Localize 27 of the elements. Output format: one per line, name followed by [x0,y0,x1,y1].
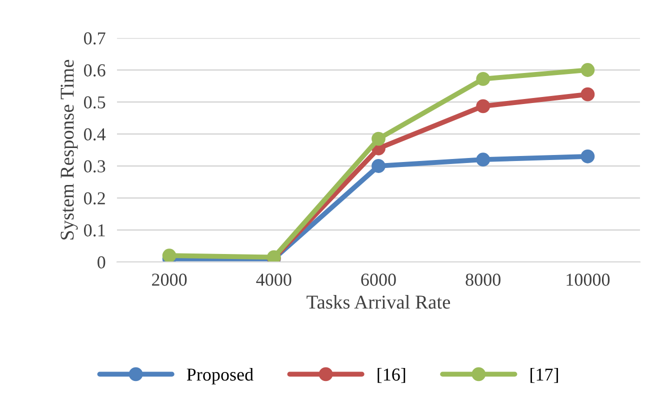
point [372,132,386,146]
point [476,72,490,86]
y-tick-label: 0 [98,256,106,268]
legend-label: [17] [530,368,558,383]
x-tick-label: 4000 [256,274,292,286]
point [580,63,595,77]
x-tick-label: 8000 [466,274,500,286]
legend-label: [16] [378,368,406,383]
y-tick-label: 0.2 [84,192,105,205]
y-tick-label: 0.1 [84,224,105,237]
point [580,149,595,164]
x-tick-label: 2000 [152,274,187,286]
y-tick-label: 0.6 [84,64,106,77]
y-axis-title: System Response Time [60,60,78,240]
y-tick-label: 0.4 [84,128,106,141]
point [476,152,490,167]
y-tick-label: 0.3 [84,160,106,173]
point [162,248,176,262]
legend-label: Proposed [186,368,254,384]
point [580,87,595,102]
point [476,99,490,114]
x-axis-title: Tasks Arrival Rate [306,295,450,309]
point [372,159,386,173]
x-tick-label: 6000 [361,274,396,286]
y-tick-label: 0.5 [84,96,106,109]
y-tick-label: 0.7 [84,32,106,45]
x-tick-label: 10000 [566,274,610,286]
